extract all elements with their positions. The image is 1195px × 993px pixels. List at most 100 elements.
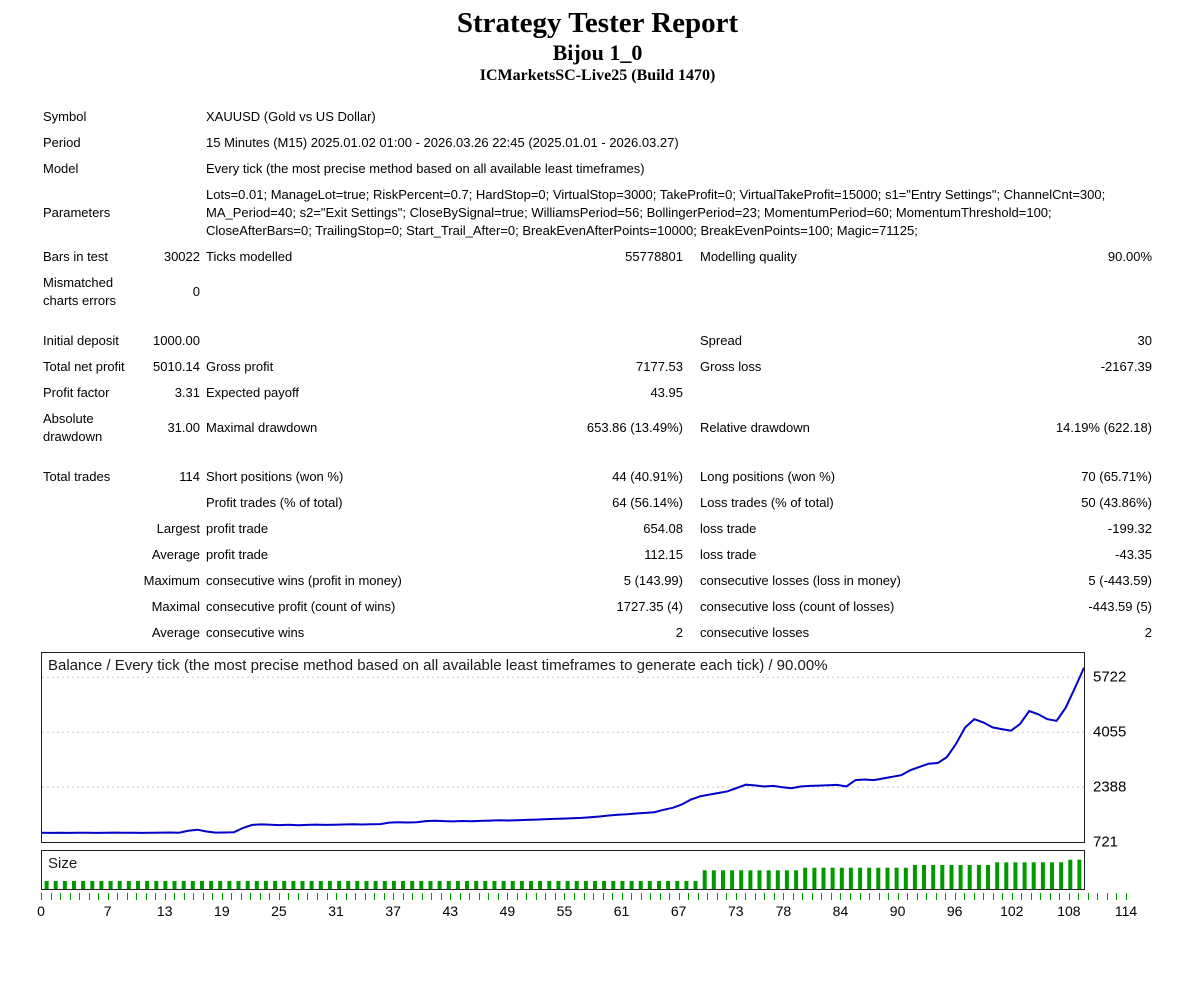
x-axis-tick <box>212 893 214 900</box>
x-axis-tick <box>79 893 81 900</box>
x-axis-tick <box>69 893 71 900</box>
stat-value <box>140 104 203 130</box>
x-axis-tick <box>745 893 747 900</box>
x-axis-tick <box>459 893 461 900</box>
stat-label: loss trade <box>700 547 757 562</box>
stat-label <box>203 328 495 354</box>
x-axis-tick <box>811 893 813 900</box>
x-axis-tick <box>907 893 909 900</box>
stat-label: Short positions (won %) <box>206 469 344 484</box>
size-bar <box>949 865 954 889</box>
stat-label <box>40 620 140 646</box>
x-axis-label: 13 <box>156 903 173 919</box>
x-axis-tick <box>240 893 242 900</box>
size-bar <box>1040 862 1045 889</box>
stat-label: 15 Minutes (M15) 2025.01.02 01:00 - 2026… <box>206 135 679 150</box>
stat-value: Maximum <box>143 573 200 588</box>
size-bar <box>72 881 76 889</box>
size-bar <box>757 870 762 889</box>
x-axis-tick <box>516 893 518 900</box>
size-bar <box>647 881 652 889</box>
x-axis-label: 31 <box>328 903 344 919</box>
size-bar <box>876 867 881 889</box>
size-bar <box>309 881 314 889</box>
stats-table: Symbol XAUUSD (Gold vs US Dollar) Period 15… <box>40 104 1155 646</box>
size-bar <box>967 865 972 889</box>
stat-label: profit trade <box>206 521 269 536</box>
size-bar <box>455 881 460 889</box>
stat-label: Loss trades (% of total) <box>700 495 834 510</box>
table-row: Largest profit trade 654.08 loss trade -199.… <box>40 516 1155 542</box>
x-axis-tick <box>945 893 947 900</box>
size-bar <box>666 881 671 889</box>
size-bar <box>739 870 744 889</box>
size-bar <box>227 881 232 889</box>
stat-label: Profit trades (% of total) <box>206 495 343 510</box>
size-bar <box>236 881 241 889</box>
x-axis-tick <box>1049 893 1051 900</box>
stat-value: Maximal <box>151 599 200 614</box>
stat-label: Symbol <box>43 109 87 124</box>
x-axis-tick <box>764 893 766 900</box>
size-bar <box>684 881 689 889</box>
size-bar <box>912 865 917 889</box>
size-bar <box>702 870 707 889</box>
x-axis-tick <box>1040 893 1042 900</box>
stat-label: Every tick (the most precise method base… <box>206 161 645 176</box>
x-axis-tick <box>1116 893 1118 900</box>
x-axis-tick <box>88 893 90 900</box>
size-bar <box>903 867 908 889</box>
table-row: Bars in test 30022 Ticks modelled 55778801 M… <box>40 244 1155 270</box>
size-bar <box>602 881 607 889</box>
x-axis-tick <box>821 893 823 900</box>
stat-label: consecutive profit (count of wins) <box>206 599 396 614</box>
x-axis-tick <box>431 893 433 900</box>
size-bar <box>784 870 789 889</box>
x-axis-label: 0 <box>37 903 45 919</box>
size-bar <box>839 867 844 889</box>
stat-value: 3.31 <box>174 385 200 400</box>
x-axis-tick <box>183 893 185 900</box>
stat-label: Relative drawdown <box>700 420 810 435</box>
stat-value: 654.08 <box>643 521 683 536</box>
x-axis-tick <box>954 893 956 900</box>
balance-y-axis: 5722 4055 2388 721 <box>1093 652 1193 851</box>
size-bar <box>922 865 926 889</box>
stat-value: 114 <box>179 469 200 484</box>
server-build: ICMarketsSC-Live25 (Build 1470) <box>479 67 716 84</box>
size-bar <box>986 865 990 889</box>
x-axis-tick <box>1030 893 1032 900</box>
stat-label: Profit factor <box>43 385 110 400</box>
size-bar <box>108 881 113 889</box>
size-bar <box>693 881 698 889</box>
table-row: Maximum consecutive wins (profit in money… <box>40 568 1155 594</box>
size-chart: Size <box>41 850 1085 890</box>
x-axis-tick <box>383 893 385 900</box>
x-axis-label: 43 <box>442 903 459 919</box>
x-axis-tick <box>688 893 690 900</box>
size-bar <box>401 881 405 889</box>
stat-value: 5 (143.99) <box>623 573 683 588</box>
stat-value: 50 (43.86%) <box>1081 495 1153 510</box>
x-axis-tick <box>621 893 623 900</box>
table-row: Total net profit 5010.14 Gross profit 7177.… <box>40 354 1155 380</box>
stat-label: Gross loss <box>700 359 762 374</box>
stat-value: 5 (-443.59) <box>1088 573 1153 588</box>
x-axis-tick <box>878 893 880 900</box>
x-axis-tick <box>202 893 204 900</box>
x-axis-label: 96 <box>946 903 963 919</box>
size-bar <box>538 881 543 889</box>
size-bar <box>245 881 250 889</box>
x-axis-label: 49 <box>499 903 516 919</box>
size-bar <box>428 881 433 889</box>
charts-area: Balance / Every tick (the most precise m… <box>41 652 1195 890</box>
size-bar <box>337 881 342 889</box>
size-bar <box>885 867 890 889</box>
x-axis-tick <box>640 893 642 900</box>
x-axis-tick <box>193 893 195 900</box>
size-bar <box>574 881 579 889</box>
size-bar <box>858 867 863 889</box>
x-axis-tick <box>554 893 556 900</box>
x-axis-tick <box>973 893 975 900</box>
size-bar <box>894 867 899 889</box>
